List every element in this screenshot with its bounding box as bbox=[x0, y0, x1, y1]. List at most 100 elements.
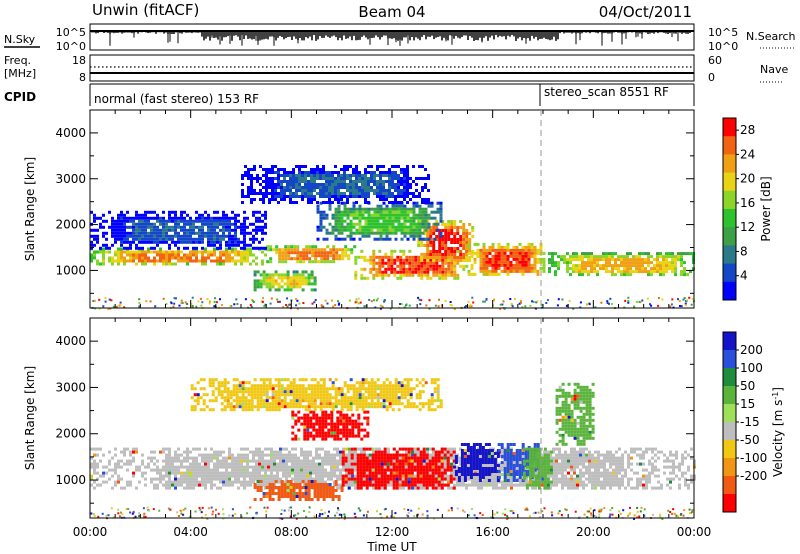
heatmap-cell bbox=[168, 480, 171, 484]
heatmap-cell bbox=[453, 223, 457, 226]
heatmap-cell bbox=[468, 256, 472, 259]
heatmap-cell bbox=[319, 186, 322, 189]
heatmap-cell bbox=[453, 247, 457, 250]
heatmap-cell bbox=[289, 195, 292, 198]
heatmap-cell bbox=[438, 259, 442, 262]
heatmap-cell bbox=[301, 186, 304, 189]
heatmap-cell bbox=[189, 474, 192, 478]
heatmap-cell bbox=[439, 210, 443, 214]
heatmap-cell bbox=[501, 447, 504, 451]
heatmap-cell bbox=[234, 240, 237, 244]
heatmap-cell bbox=[162, 234, 165, 238]
heatmap-cell bbox=[231, 228, 234, 232]
heatmap-cell bbox=[334, 216, 338, 220]
heatmap-cell bbox=[171, 225, 174, 229]
heatmap-cell bbox=[180, 256, 183, 260]
heatmap-cell bbox=[316, 183, 319, 186]
heatmap-cell bbox=[279, 477, 282, 481]
heatmap-cell bbox=[162, 237, 165, 241]
heatmap-cell bbox=[355, 201, 358, 204]
heatmap-cell bbox=[317, 248, 321, 252]
heatmap-cell bbox=[294, 447, 297, 451]
heatmap-cell bbox=[364, 207, 368, 211]
heatmap-cell bbox=[171, 468, 174, 472]
heatmap-cell bbox=[399, 267, 403, 271]
heatmap-cell bbox=[201, 471, 204, 475]
heatmap-cell bbox=[420, 486, 423, 490]
heatmap-cell bbox=[518, 242, 522, 246]
heatmap-cell bbox=[332, 254, 336, 258]
heatmap-cell bbox=[295, 165, 298, 168]
heatmap-cell bbox=[305, 248, 309, 252]
heatmap-cell bbox=[310, 282, 314, 286]
heatmap-cell bbox=[412, 237, 416, 241]
heatmap-cell bbox=[325, 195, 328, 198]
heatmap-cell bbox=[338, 254, 342, 258]
heatmap-cell bbox=[337, 186, 340, 189]
heatmap-cell bbox=[342, 447, 345, 451]
heatmap-cell bbox=[344, 248, 348, 252]
heatmap-cell bbox=[102, 465, 105, 469]
heatmap-cell bbox=[111, 486, 114, 490]
heatmap-cell bbox=[412, 231, 416, 235]
heatmap-cell bbox=[453, 474, 456, 478]
colorbar-tick-label: 8 bbox=[740, 244, 748, 258]
heatmap-cell bbox=[339, 450, 342, 454]
heatmap-cell bbox=[189, 225, 192, 229]
heatmap-cell bbox=[300, 453, 303, 457]
heatmap-cell bbox=[414, 486, 417, 490]
heatmap-cell bbox=[120, 219, 123, 223]
heatmap-cell bbox=[268, 171, 271, 174]
heatmap-cell bbox=[201, 456, 204, 460]
heatmap-cell bbox=[335, 248, 339, 252]
heatmap-cell bbox=[623, 270, 626, 274]
heatmap-cell bbox=[662, 255, 665, 259]
heatmap-cell bbox=[126, 231, 129, 235]
heatmap-cell bbox=[313, 168, 316, 171]
heatmap-cell bbox=[324, 450, 327, 454]
heatmap-cell bbox=[453, 220, 457, 223]
heatmap-cell bbox=[626, 264, 629, 268]
heatmap-cell bbox=[307, 186, 310, 189]
colorbar-segment bbox=[723, 136, 736, 155]
heatmap-cell bbox=[201, 468, 204, 472]
heatmap-cell bbox=[280, 285, 284, 289]
heatmap-cell bbox=[216, 453, 219, 457]
heatmap-cell bbox=[177, 237, 180, 241]
heatmap-cell bbox=[222, 465, 225, 469]
heatmap-cell bbox=[174, 231, 177, 235]
heatmap-cell bbox=[186, 222, 189, 226]
heatmap-cell bbox=[275, 245, 279, 249]
heatmap-cell bbox=[183, 253, 186, 257]
heatmap-cell bbox=[274, 183, 277, 186]
heatmap-cell bbox=[536, 248, 540, 252]
heatmap-cell bbox=[274, 198, 277, 201]
heatmap-cell bbox=[358, 237, 362, 241]
heatmap-cell bbox=[453, 253, 457, 256]
heatmap-cell bbox=[683, 252, 686, 256]
heatmap-cell bbox=[427, 174, 430, 177]
heatmap-cell bbox=[417, 450, 420, 454]
heatmap-speckle bbox=[138, 302, 141, 304]
heatmap-cell bbox=[333, 471, 336, 475]
heatmap-cell bbox=[364, 231, 368, 235]
heatmap-cell bbox=[255, 468, 258, 472]
heatmap-cell bbox=[177, 234, 180, 238]
heatmap-cell bbox=[593, 261, 596, 265]
heatmap-cell bbox=[360, 255, 364, 259]
heatmap-cell bbox=[321, 474, 324, 478]
heatmap-cell bbox=[183, 477, 186, 481]
heatmap-cell bbox=[144, 222, 147, 226]
heatmap-cell bbox=[282, 447, 285, 451]
heatmap-cell bbox=[216, 234, 219, 238]
heatmap-cell bbox=[108, 259, 111, 263]
heatmap-cell bbox=[337, 216, 341, 220]
heatmap-cell bbox=[354, 483, 357, 487]
heatmap-cell bbox=[168, 253, 171, 257]
heatmap-cell bbox=[320, 260, 324, 264]
heatmap-cell bbox=[210, 459, 213, 463]
heatmap-cell bbox=[456, 465, 459, 469]
heatmap-cell bbox=[330, 456, 333, 460]
heatmap-speckle bbox=[383, 299, 386, 301]
heatmap-cell bbox=[608, 261, 611, 265]
